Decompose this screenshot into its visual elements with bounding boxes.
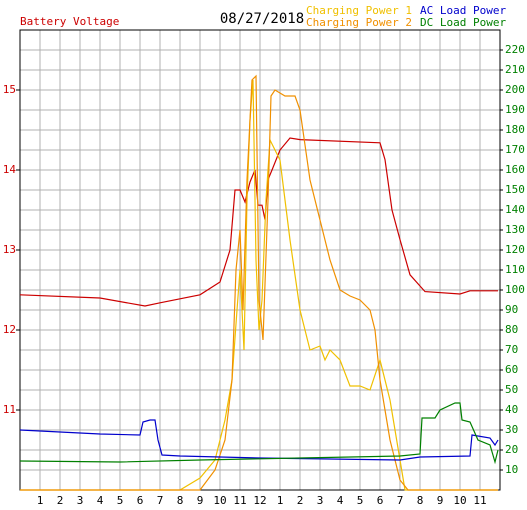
y2-tick-label: 90	[505, 303, 518, 316]
y2-tick-label: 130	[505, 223, 525, 236]
x-tick-label: 6	[137, 494, 144, 507]
chart-title: 08/27/2018	[220, 11, 304, 27]
x-tick-label: 10	[213, 494, 226, 507]
y2-tick-label: 110	[505, 263, 525, 276]
y2-tick-label: 200	[505, 83, 525, 96]
legend-label: Battery Voltage	[20, 15, 119, 28]
y2-tick-label: 60	[505, 363, 518, 376]
y2-tick-label: 190	[505, 103, 525, 116]
y2-tick-label: 220	[505, 43, 525, 56]
x-tick-label: 7	[157, 494, 164, 507]
legend-label: DC Load Power	[420, 16, 506, 29]
y2-tick-label: 100	[505, 283, 525, 296]
y2-tick-label: 30	[505, 423, 518, 436]
y2-tick-label: 10	[505, 463, 518, 476]
y-tick-label: 12	[3, 323, 16, 336]
x-tick-label: 11	[473, 494, 486, 507]
y2-tick-label: 20	[505, 443, 518, 456]
legend-label: Charging Power 1	[306, 4, 412, 17]
y2-tick-label: 180	[505, 123, 525, 136]
series-line	[20, 79, 498, 491]
x-tick-label: 2	[57, 494, 64, 507]
legend-label: AC Load Power	[420, 4, 506, 17]
series-line	[19, 419, 499, 461]
x-tick-label: 3	[317, 494, 324, 507]
x-tick-label: 7	[397, 494, 404, 507]
y2-tick-label: 150	[505, 183, 525, 196]
x-tick-label: 10	[453, 494, 466, 507]
y2-tick-label: 40	[505, 403, 518, 416]
y2-tick-label: 170	[505, 143, 525, 156]
x-tick-label: 1	[37, 494, 44, 507]
y2-tick-label: 50	[505, 383, 518, 396]
x-tick-label: 12	[253, 494, 266, 507]
x-tick-label: 1	[277, 494, 284, 507]
x-tick-label: 11	[233, 494, 246, 507]
legend-label: Charging Power 2	[306, 16, 412, 29]
y2-tick-label: 140	[505, 203, 525, 216]
y2-tick-label: 80	[505, 323, 518, 336]
y2-tick-label: 160	[505, 163, 525, 176]
y-tick-label: 14	[3, 163, 17, 176]
y-tick-label: 15	[3, 83, 16, 96]
x-tick-label: 4	[97, 494, 104, 507]
x-tick-label: 4	[337, 494, 344, 507]
y-tick-label: 11	[3, 403, 16, 416]
series-line	[19, 402, 499, 465]
series-line	[20, 74, 498, 491]
y2-tick-label: 70	[505, 343, 518, 356]
x-tick-label: 5	[357, 494, 364, 507]
y2-tick-label: 210	[505, 63, 525, 76]
x-tick-label: 5	[117, 494, 124, 507]
x-tick-label: 3	[77, 494, 84, 507]
x-tick-label: 9	[437, 494, 444, 507]
y-tick-label: 13	[3, 243, 16, 256]
x-tick-label: 9	[197, 494, 204, 507]
x-tick-label: 8	[177, 494, 184, 507]
plot-frame	[19, 29, 501, 491]
x-tick-label: 8	[417, 494, 424, 507]
y2-tick-label: 120	[505, 243, 525, 256]
x-tick-label: 6	[377, 494, 384, 507]
x-tick-label: 2	[297, 494, 304, 507]
